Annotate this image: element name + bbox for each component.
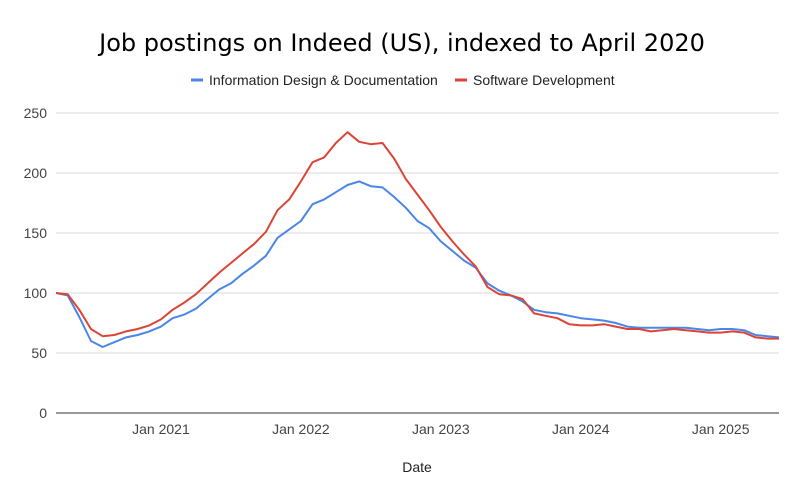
gridlines (56, 112, 779, 354)
legend-item-software-dev: Software Development (455, 72, 615, 88)
y-tick-label: 50 (31, 345, 47, 361)
y-tick-label: 150 (24, 225, 48, 241)
x-axis-ticks: Jan 2021 Jan 2022 Jan 2023 Jan 2024 Jan 2025 (132, 421, 750, 437)
y-tick-label: 250 (24, 105, 48, 121)
y-tick-label: 0 (39, 405, 47, 421)
legend: Information Design & Documentation Softw… (191, 72, 615, 88)
plot-lines (55, 131, 780, 348)
legend-label-software-dev: Software Development (473, 72, 615, 88)
series-line-software-dev (55, 131, 779, 340)
x-tick-label: Jan 2025 (692, 421, 750, 437)
x-tick-label: Jan 2023 (412, 421, 470, 437)
legend-label-info-design: Information Design & Documentation (209, 72, 438, 88)
chart-title: Job postings on Indeed (US), indexed to … (97, 29, 705, 57)
legend-item-info-design: Information Design & Documentation (191, 72, 438, 88)
y-axis-ticks: 0 50 100 150 200 250 (24, 105, 48, 421)
y-tick-label: 200 (24, 165, 48, 181)
x-tick-label: Jan 2021 (132, 421, 190, 437)
series-line-info-design (55, 180, 780, 348)
x-tick-label: Jan 2022 (272, 421, 330, 437)
x-axis-label: Date (402, 459, 432, 475)
x-tick-label: Jan 2024 (552, 421, 610, 437)
y-tick-label: 100 (24, 285, 48, 301)
